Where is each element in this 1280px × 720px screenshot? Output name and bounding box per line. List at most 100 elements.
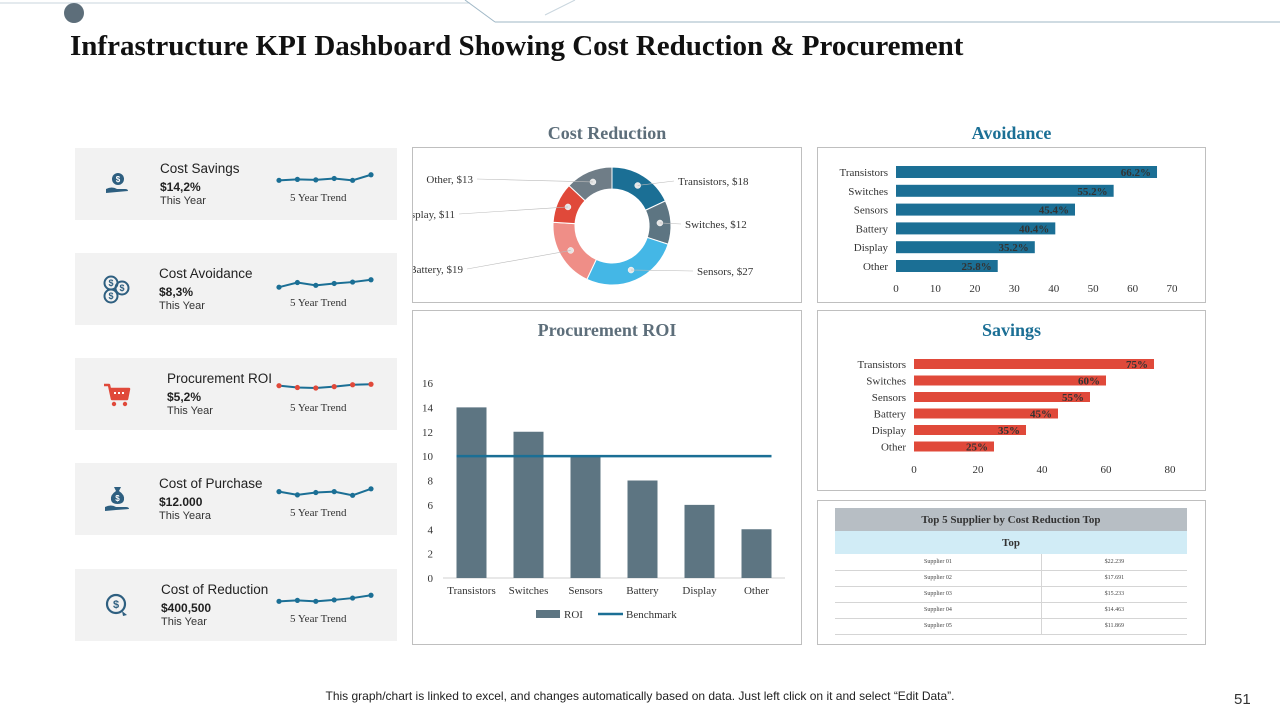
svg-text:$: $	[115, 494, 120, 503]
cost-reduction-donut-chart: Transistors, $18 Switches, $12 Sensors, $2…	[413, 166, 754, 286]
sparkline-point	[368, 277, 374, 283]
bar-category-label: Battery	[874, 409, 907, 421]
bar-value-label: 45.4%	[1039, 205, 1069, 217]
sparkline-point	[294, 176, 300, 182]
kpi-sparkline	[276, 381, 374, 391]
money-bag-hand-icon: $	[105, 487, 129, 511]
sparkline-point	[313, 598, 319, 604]
bar-value-label: 35%	[998, 425, 1020, 437]
kpi-trend-label: 5 Year Trend	[290, 613, 347, 625]
kpi-name: Cost of Purchase	[159, 476, 263, 491]
sparkline-point	[294, 492, 300, 498]
kpi-name: Cost Avoidance	[159, 266, 253, 281]
legend-benchmark-label: Benchmark	[626, 609, 677, 621]
x-tick-label: 60	[1101, 464, 1113, 476]
bar-sensors	[896, 203, 1076, 216]
svg-text:$: $	[108, 291, 113, 301]
supplier-value: $17.691	[1041, 570, 1187, 587]
y-tick-label: 4	[428, 524, 434, 536]
bar-other	[914, 441, 994, 452]
kpi-card-cost-of-reduction: $ Cost of Reduction $400,500 This Year 5…	[75, 569, 397, 641]
kpi-value: $5,2%	[167, 390, 202, 404]
y-tick-label: 2	[428, 549, 434, 561]
x-tick-label: 40	[1048, 283, 1060, 295]
table-row: Supplier 03 $15.233	[835, 586, 1187, 603]
kpi-sparkline	[276, 486, 374, 498]
sparkline-point	[313, 177, 319, 183]
supplier-value: $15.233	[1041, 586, 1187, 603]
dollar-cycle-icon: $	[105, 593, 127, 616]
sparkline-point	[368, 381, 374, 387]
sparkline-point	[313, 385, 319, 391]
avoidance-bar-chart: Transistors 66.2% Switches 55.2% Sensors 45.4…	[840, 166, 1179, 295]
kpi-card-cost-savings: $ Cost Savings $14,2% This Year 5 Year T…	[75, 148, 397, 220]
bar-category-label: Sensors	[872, 392, 906, 404]
x-tick-label: 60	[1127, 283, 1139, 295]
bar-battery	[914, 408, 1058, 419]
sparkline-point	[313, 489, 319, 496]
sparkline-point	[331, 597, 337, 603]
kpi-value: $14,2%	[160, 180, 201, 194]
donut-leader-line	[458, 206, 568, 215]
bar-transistors	[914, 359, 1154, 369]
table-row: Supplier 01 $22.239	[835, 554, 1187, 571]
x-tick-label: 70	[1167, 283, 1179, 295]
x-category-label: Display	[682, 585, 717, 597]
kpi-period: This Year	[160, 195, 206, 207]
bar-value-label: 25.8%	[961, 261, 991, 273]
procurement-roi-panel: Procurement ROI 0 2 4 6 8 10 12 14 16 Transistors…	[412, 310, 802, 645]
bar-value-label: 45%	[1030, 409, 1052, 421]
x-tick-label: 10	[930, 283, 942, 295]
bar-sensors	[914, 392, 1090, 402]
kpi-card-procurement-roi: Procurement ROI $5,2% This Year 5 Year T…	[75, 358, 397, 430]
donut-leader-line	[659, 222, 682, 225]
bar-category-label: Battery	[856, 223, 889, 235]
bar-switches	[914, 375, 1106, 386]
cost-reduction-panel: Transistors, $18 Switches, $12 Sensors, $2…	[412, 147, 802, 303]
decor-circle-icon	[64, 3, 84, 23]
bar-category-label: Display	[872, 425, 907, 437]
avoidance-panel: Transistors 66.2% Switches 55.2% Sensors 45.4…	[817, 147, 1206, 303]
x-category-label: Sensors	[568, 585, 602, 597]
svg-text:$: $	[116, 175, 121, 184]
sparkline-point	[331, 175, 337, 182]
roi-bar-battery	[627, 480, 658, 578]
savings-panel: Savings Transistors 75% Switches 60% Sensors…	[817, 310, 1206, 491]
svg-text:$: $	[113, 599, 119, 611]
roi-bar-other	[741, 529, 772, 578]
sparkline-point	[350, 382, 356, 388]
donut-label: Transistors, $18	[678, 176, 749, 188]
x-category-label: Transistors	[447, 585, 496, 597]
sparkline-point	[294, 279, 300, 286]
kpi-sparkline	[276, 172, 374, 183]
x-tick-label: 0	[893, 283, 899, 295]
svg-text:$: $	[108, 278, 113, 288]
kpi-period: This Year	[161, 616, 207, 628]
page-number: 51	[1234, 691, 1251, 708]
kpi-trend-label: 5 Year Trend	[290, 192, 347, 204]
table-row: Supplier 04 $14.463	[835, 602, 1187, 619]
donut-leader-line	[631, 269, 694, 272]
sparkline-point	[368, 486, 374, 492]
kpi-value: $8,3%	[159, 285, 194, 299]
roi-bar-sensors	[570, 456, 601, 578]
x-tick-label: 50	[1088, 283, 1100, 295]
sparkline-line	[278, 173, 372, 182]
donut-slice-dot	[634, 182, 641, 189]
bar-value-label: 40.4%	[1019, 223, 1049, 235]
kpi-sparkline	[276, 277, 374, 290]
y-tick-label: 0	[428, 573, 434, 585]
x-category-label: Other	[744, 585, 769, 597]
bar-category-label: Other	[863, 261, 888, 273]
x-tick-label: 20	[969, 283, 981, 295]
x-category-label: Switches	[509, 585, 549, 597]
bar-value-label: 55.2%	[1077, 186, 1107, 198]
footer-note: This graph/chart is linked to excel, and…	[325, 689, 955, 703]
sparkline-point	[331, 384, 337, 390]
sparkline-point	[276, 284, 282, 290]
donut-label: Other, $13	[426, 174, 473, 186]
sparkline-point	[350, 595, 356, 601]
donut-leader-line	[637, 180, 675, 186]
supplier-name: Supplier 04	[835, 602, 1042, 619]
roi-bar-transistors	[456, 407, 487, 578]
